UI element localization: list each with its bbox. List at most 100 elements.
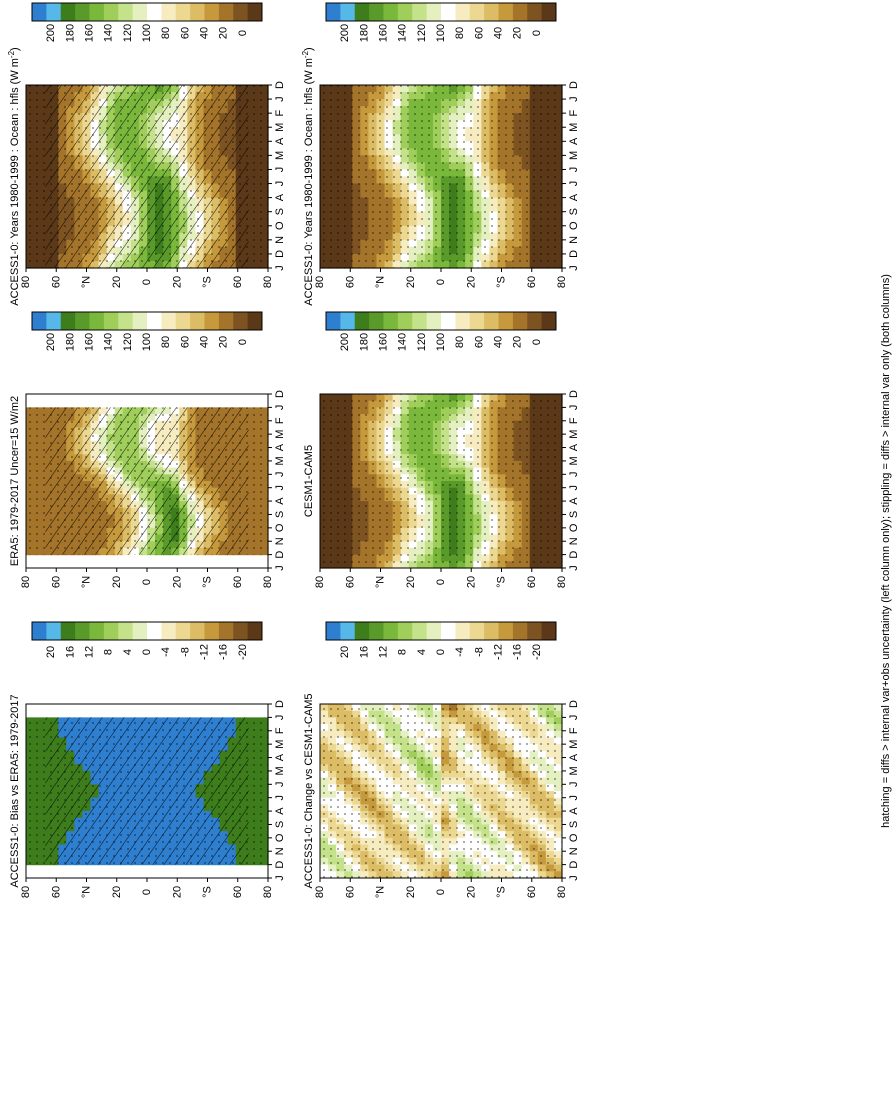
- colorbar-swatch: [32, 312, 47, 330]
- colorbar-swatch: [512, 622, 528, 640]
- colorbar-swatch: [147, 622, 162, 640]
- month-tick-label: J: [568, 96, 580, 102]
- colorbar-swatch: [484, 3, 499, 21]
- colorbar-label: 160: [84, 24, 96, 42]
- colorbar-label: 180: [358, 333, 370, 351]
- colorbar-label: 140: [103, 24, 115, 42]
- panel-title-text: ACCESS1-0: Change vs CESM1-CAM5: [303, 693, 315, 888]
- lat-tick-label: °N: [81, 276, 93, 288]
- colorbar-swatch: [397, 312, 413, 330]
- colorbar: 200 180 160 140 120 100 80 60 40 20 0: [325, 311, 557, 351]
- lat-tick-label: 20: [405, 576, 417, 588]
- colorbar-label: 0: [435, 649, 447, 655]
- month-tick-label: A: [274, 807, 286, 815]
- lat-tick-label: 80: [20, 576, 32, 588]
- colorbar-label: -4: [160, 647, 172, 657]
- lat-tick-label: 0: [141, 579, 153, 585]
- colorbar-swatch: [175, 622, 191, 640]
- colorbar-swatch: [512, 3, 528, 21]
- lat-tick-label: 20: [171, 886, 183, 898]
- colorbar-swatch: [512, 312, 528, 330]
- panel-title: ACCESS1-0: Years 1980-1999 : Ocean : hfl…: [301, 47, 315, 305]
- figure-caption: hatching = diffs > internal var+obs unce…: [880, 274, 892, 828]
- month-tick-label: M: [568, 456, 580, 465]
- month-tick-label: S: [568, 208, 580, 215]
- month-tick-label: J: [274, 715, 286, 721]
- lat-tick-label: 60: [50, 576, 62, 588]
- colorbar-swatch: [218, 622, 234, 640]
- colorbar-frame: [325, 2, 557, 22]
- month-tick-label: J: [568, 472, 580, 478]
- lat-tick-label: 80: [556, 886, 568, 898]
- lat-tick-label: 80: [262, 276, 274, 288]
- colorbar-label: -8: [473, 647, 485, 657]
- month-tick-label: A: [568, 137, 580, 145]
- colorbar-label: 60: [473, 336, 485, 348]
- colorbar-label: 0: [531, 30, 543, 36]
- colorbar-label: 8: [103, 649, 115, 655]
- colorbar-swatch: [541, 312, 557, 330]
- colorbar-swatch: [32, 3, 47, 21]
- month-tick-label: J: [274, 472, 286, 478]
- colorbar-label: 0: [237, 339, 249, 345]
- colorbar-label: -12: [493, 644, 505, 660]
- colorbar-swatch: [340, 312, 356, 330]
- lat-tick-label: °S: [496, 276, 508, 288]
- month-tick-label: D: [568, 861, 580, 869]
- colorbar-swatch: [118, 3, 134, 21]
- month-tick-label: D: [568, 390, 580, 398]
- colorbar-label: 40: [493, 336, 505, 348]
- colorbar-label: 40: [199, 27, 211, 39]
- month-tick-label: J: [274, 181, 286, 187]
- colorbar-swatch: [75, 3, 90, 21]
- colorbar-swatch: [397, 622, 413, 640]
- colorbar-swatch: [469, 312, 485, 330]
- colorbar-label: 8: [397, 649, 409, 655]
- month-tick-label: F: [568, 727, 580, 734]
- colorbar-frame: [31, 2, 263, 22]
- lat-tick-label: 0: [435, 579, 447, 585]
- colorbar-label: -4: [454, 647, 466, 657]
- colorbar-label: 200: [45, 24, 57, 42]
- colorbar-swatch: [218, 3, 234, 21]
- month-tick-label: A: [568, 807, 580, 815]
- colorbar-label: 20: [45, 646, 57, 658]
- colorbar-swatch: [412, 3, 428, 21]
- colorbar-swatch: [175, 312, 191, 330]
- colorbar: 20 16 12 8 4 0 -4 -8 -12 -16 -20: [325, 621, 557, 660]
- lat-tick-label: 80: [20, 886, 32, 898]
- colorbar-swatch: [541, 622, 557, 640]
- colorbar-swatch: [161, 312, 177, 330]
- colorbar-swatch: [527, 3, 543, 21]
- colorbar-label: 40: [493, 27, 505, 39]
- lat-tick-label: 80: [556, 276, 568, 288]
- colorbar-label: 20: [512, 336, 524, 348]
- colorbar-swatch: [441, 3, 456, 21]
- month-tick-label: S: [568, 511, 580, 518]
- month-tick-label: O: [274, 221, 286, 230]
- colorbar-label: 200: [339, 24, 351, 42]
- colorbar-swatch: [527, 622, 543, 640]
- colorbar-swatch: [484, 622, 499, 640]
- colorbar: 200 180 160 140 120 100 80 60 40 20 0: [31, 2, 263, 42]
- month-tick-label: O: [568, 523, 580, 532]
- colorbar-label: 140: [397, 333, 409, 351]
- colorbar-label: 80: [160, 336, 172, 348]
- month-tick-label: J: [274, 405, 286, 411]
- month-tick-label: J: [568, 875, 580, 881]
- lat-tick-label: 60: [526, 886, 538, 898]
- colorbar-swatch: [103, 622, 119, 640]
- month-tick-label: J: [274, 265, 286, 271]
- colorbar-swatch: [190, 622, 205, 640]
- month-tick-label: A: [274, 137, 286, 145]
- month-tick-label: D: [274, 861, 286, 869]
- colorbar-swatch: [89, 622, 105, 640]
- colorbar-swatch: [204, 622, 220, 640]
- month-tick-label: N: [568, 537, 580, 545]
- colorbar-swatch: [326, 3, 341, 21]
- month-tick-label: A: [568, 193, 580, 201]
- colorbar-swatch: [247, 312, 263, 330]
- colorbar-label: -20: [237, 644, 249, 660]
